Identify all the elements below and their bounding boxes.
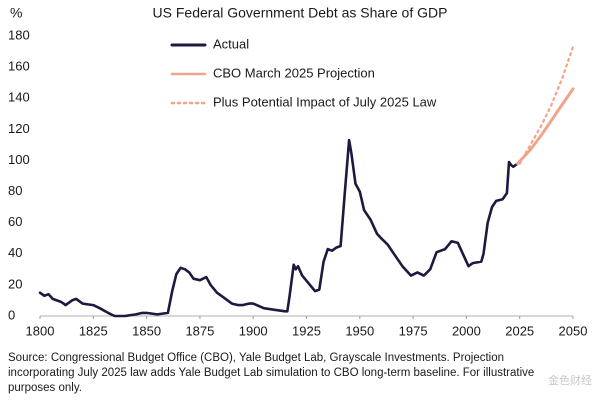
series-line — [38, 138, 519, 318]
note: Source: Congressional Budget Office (CBO… — [8, 352, 504, 364]
series-line — [516, 87, 575, 166]
series-line — [518, 45, 575, 165]
chart-title: US Federal Government Debt as Share of G… — [153, 5, 448, 21]
x-tick-label: 1925 — [292, 323, 321, 338]
x-tick-label: 2000 — [452, 323, 481, 338]
y-axis-label: % — [10, 5, 22, 21]
y-tick-label: 40 — [8, 245, 22, 260]
y-tick-label: 100 — [8, 152, 30, 167]
y-tick-label: 80 — [8, 183, 22, 198]
x-tick-label: 1975 — [399, 323, 428, 338]
y-tick-label: 60 — [8, 214, 22, 229]
x-tick-label: 1850 — [132, 323, 161, 338]
y-tick-label: 0 — [8, 307, 15, 322]
legend-label: Actual — [213, 36, 249, 51]
y-tick-label: 20 — [8, 276, 22, 291]
legend-label: CBO March 2025 Projection — [213, 65, 375, 80]
x-tick-label: 1800 — [26, 323, 55, 338]
x-tick-label: 2025 — [505, 323, 534, 338]
y-tick-label: 120 — [8, 121, 30, 136]
x-tick-label: 1825 — [79, 323, 108, 338]
x-tick-label: 1875 — [185, 323, 214, 338]
note: incorporating July 2025 law adds Yale Bu… — [8, 367, 534, 379]
note: purposes only. — [8, 382, 82, 394]
y-tick-label: 160 — [8, 59, 30, 74]
y-tick-label: 140 — [8, 90, 30, 105]
x-tick-label: 1950 — [345, 323, 374, 338]
y-tick-label: 180 — [8, 27, 30, 42]
watermark: 金色财经 — [548, 373, 592, 387]
x-tick-label: 2050 — [559, 323, 588, 338]
x-tick-label: 1900 — [239, 323, 268, 338]
legend-label: Plus Potential Impact of July 2025 Law — [213, 94, 437, 109]
